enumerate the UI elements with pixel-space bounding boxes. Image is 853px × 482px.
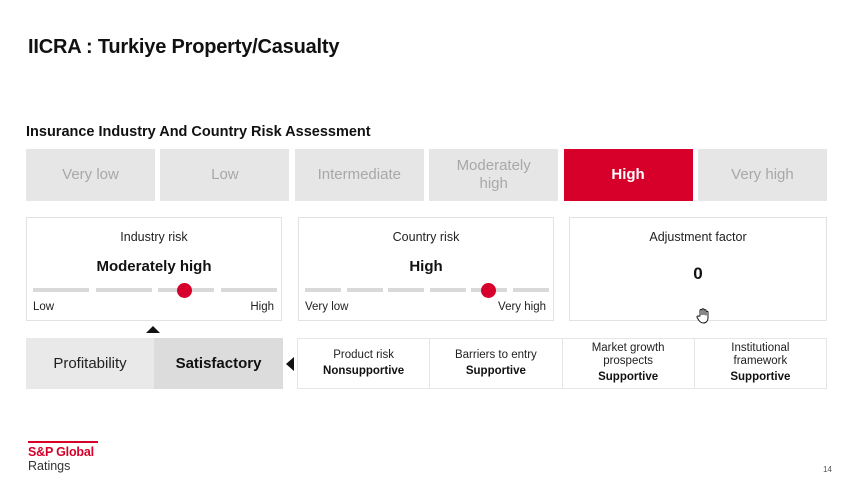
scale-cell-low: Low [160,149,290,201]
factor-value: Nonsupportive [323,364,405,377]
adjustment-factor-panel: Adjustment factor 0 [569,217,827,321]
sp-global-logo: S&P Global Ratings [28,441,98,474]
hand-cursor-icon [696,308,709,324]
track-segment [33,288,89,292]
track-segment [346,288,383,292]
profitability-value: Satisfactory [154,338,283,389]
factor-market-growth-prospects: Market growth prospects Supportive [561,339,694,388]
track-segment [305,288,341,292]
caret-up-icon [146,326,160,333]
country-risk-label: Country risk [392,230,460,244]
industry-risk-scale-high: High [250,301,274,313]
track-segment [388,288,425,292]
logo-name: S&P Global [28,445,94,459]
industry-risk-value: Moderately high [96,258,212,275]
adjustment-factor-label: Adjustment factor [649,230,747,244]
track-segment [95,288,152,292]
factor-label: Barriers to entry [454,348,537,361]
logo-sub: Ratings [28,459,71,473]
scale-cell-intermediate: Intermediate [294,149,424,201]
page-number: 14 [823,465,832,474]
country-risk-panel: Country risk High Very low Very high [298,217,554,321]
industry-risk-panel: Industry risk Moderately high Low High [26,217,282,321]
track-segment [220,288,277,292]
industry-risk-scale-low: Low [33,301,55,313]
track-segment [429,288,466,292]
scale-cell-moderately-high: Moderately high [429,149,559,201]
industry-risk-track [33,288,277,292]
factor-label: Market growth prospects [591,342,665,367]
adjustment-factor-value: 0 [693,264,703,283]
factor-product-risk: Product risk Nonsupportive [298,339,429,388]
scale-cell-very-low: Very low [26,149,155,201]
profitability-box: Profitability Satisfactory [26,338,283,389]
caret-left-icon [286,357,294,371]
slide-title: IICRA : Turkiye Property/Casualty [28,36,340,58]
logo-rule [28,441,98,443]
country-risk-value: High [409,258,443,275]
country-risk-track [305,288,549,292]
scale-cell-high: High [563,149,693,201]
factor-barriers-to-entry: Barriers to entry Supportive [429,339,561,388]
factor-value: Supportive [598,371,659,383]
scale-cell-label: Moderately high [456,157,531,192]
factor-label: Product risk [333,348,394,361]
factor-value: Supportive [730,371,791,383]
section-title: Insurance Industry And Country Risk Asse… [26,124,371,140]
country-risk-scale-high: Very high [498,301,546,313]
country-risk-scale-low: Very low [305,301,349,313]
industry-risk-marker [176,283,192,298]
risk-scale: Very low Low Intermediate Moderately hig… [26,149,827,201]
profitability-label: Profitability [26,338,154,389]
track-segment [512,288,549,292]
country-risk-marker [480,283,496,298]
factor-value: Supportive [465,364,526,377]
country-factors: Product risk Nonsupportive Barriers to e… [297,338,827,389]
factor-institutional-framework: Institutional framework Supportive [693,339,826,388]
scale-cell-very-high: Very high [697,149,827,201]
industry-risk-label: Industry risk [120,230,188,244]
factor-label: Institutional framework [731,342,790,367]
